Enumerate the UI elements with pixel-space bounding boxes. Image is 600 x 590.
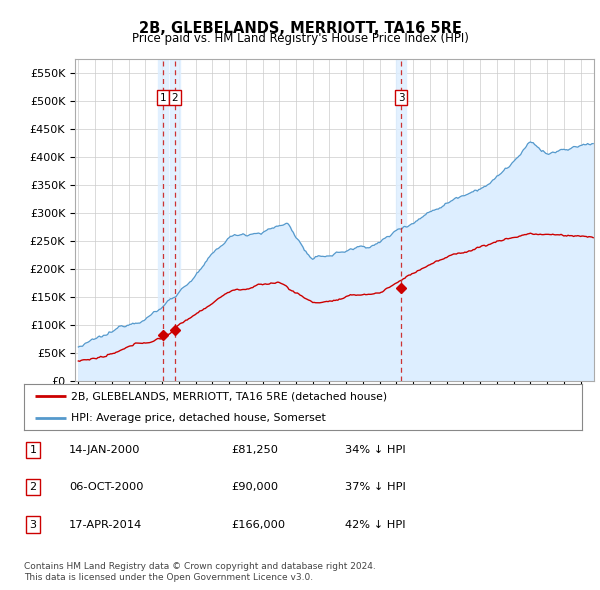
Text: 34% ↓ HPI: 34% ↓ HPI (345, 445, 406, 455)
Text: 1: 1 (29, 445, 37, 455)
Text: £166,000: £166,000 (231, 520, 285, 529)
Text: 14-JAN-2000: 14-JAN-2000 (69, 445, 140, 455)
Text: 2B, GLEBELANDS, MERRIOTT, TA16 5RE: 2B, GLEBELANDS, MERRIOTT, TA16 5RE (139, 21, 461, 35)
Text: 2: 2 (172, 93, 178, 103)
Text: 17-APR-2014: 17-APR-2014 (69, 520, 142, 529)
Text: Price paid vs. HM Land Registry's House Price Index (HPI): Price paid vs. HM Land Registry's House … (131, 32, 469, 45)
Bar (158, 59, 168, 381)
Text: 42% ↓ HPI: 42% ↓ HPI (345, 520, 406, 529)
Bar (170, 59, 180, 381)
Bar (396, 59, 406, 381)
Text: HPI: Average price, detached house, Somerset: HPI: Average price, detached house, Some… (71, 413, 326, 423)
Text: 2B, GLEBELANDS, MERRIOTT, TA16 5RE (detached house): 2B, GLEBELANDS, MERRIOTT, TA16 5RE (deta… (71, 391, 388, 401)
Text: 1: 1 (160, 93, 166, 103)
Text: 3: 3 (398, 93, 404, 103)
Text: 37% ↓ HPI: 37% ↓ HPI (345, 483, 406, 492)
Text: £81,250: £81,250 (231, 445, 278, 455)
Text: 2: 2 (29, 483, 37, 492)
Text: 06-OCT-2000: 06-OCT-2000 (69, 483, 143, 492)
Text: 3: 3 (29, 520, 37, 529)
Text: This data is licensed under the Open Government Licence v3.0.: This data is licensed under the Open Gov… (24, 572, 313, 582)
Text: Contains HM Land Registry data © Crown copyright and database right 2024.: Contains HM Land Registry data © Crown c… (24, 562, 376, 571)
Text: £90,000: £90,000 (231, 483, 278, 492)
